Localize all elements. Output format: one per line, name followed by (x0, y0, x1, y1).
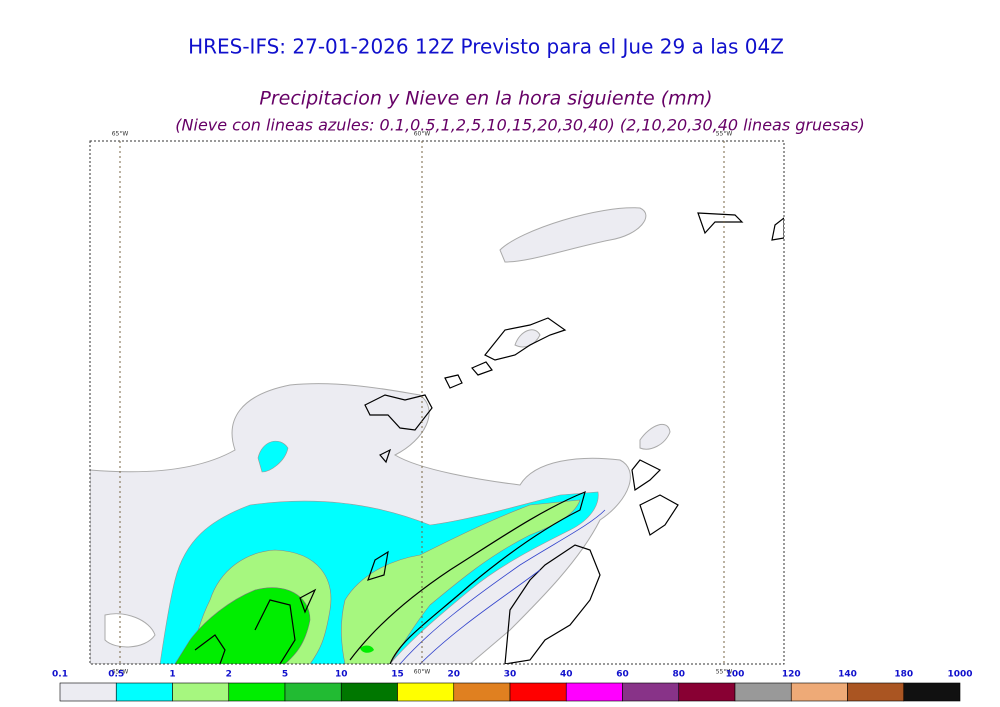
colorbar-swatch (734, 682, 792, 702)
colorbar-swatch (172, 682, 230, 702)
colorbar-swatch (903, 682, 961, 702)
colorbar-label: 1000 (947, 670, 972, 680)
map-area: 65°W 60°W 55°W 65°W 60°W 55°W (89, 131, 785, 676)
colorbar-label: 10 (335, 670, 348, 680)
colorbar-label: 20 (447, 670, 460, 680)
colorbar-swatch (565, 682, 623, 702)
colorbar-label: 40 (560, 670, 573, 680)
colorbar-swatch (453, 682, 511, 702)
colorbar-label: 15 (391, 670, 404, 680)
meridian-label: 60°W (414, 131, 431, 138)
colorbar-label: 0.5 (108, 670, 124, 680)
colorbar-swatch (509, 682, 567, 702)
colorbar-swatch (790, 682, 848, 702)
colorbar-label: 140 (838, 670, 857, 680)
colorbar-label: 30 (504, 670, 517, 680)
colorbar-label: 80 (672, 670, 685, 680)
title: HRES-IFS: 27-01-2026 12Z Previsto para e… (188, 35, 784, 59)
subtitle: Precipitacion y Nieve en la hora siguien… (259, 88, 712, 110)
colorbar-swatch (115, 682, 173, 702)
colorbar-swatch (284, 682, 342, 702)
meridian-label: 55°W (716, 131, 733, 138)
meridian-label: 60°W (414, 669, 431, 676)
meridian-label: 65°W (112, 131, 129, 138)
colorbar-label: 5 (282, 670, 288, 680)
meridian-label: 55°W (716, 669, 733, 676)
colorbar: 0.1 0.5 1 2 5 10 15 20 30 40 60 80 100 120 140 180 1000 (52, 670, 973, 702)
colorbar-swatch (340, 682, 398, 702)
colorbar-swatch (678, 682, 736, 702)
colorbar-swatch (59, 682, 117, 702)
meridian-label: 65°W (112, 669, 129, 676)
colorbar-label: 60 (616, 670, 629, 680)
colorbar-label: 0.1 (52, 670, 68, 680)
colorbar-swatch (622, 682, 680, 702)
colorbar-label: 180 (894, 670, 913, 680)
colorbar-swatch (228, 682, 286, 702)
colorbar-label: 120 (782, 670, 801, 680)
snow-note: (Nieve con lineas azules: 0.1,0.5,1,2,5,… (175, 116, 864, 135)
colorbar-label: 1 (169, 670, 175, 680)
colorbar-label: 2 (226, 670, 232, 680)
colorbar-label: 100 (726, 670, 745, 680)
colorbar-swatch (397, 682, 455, 702)
colorbar-swatch (847, 682, 905, 702)
